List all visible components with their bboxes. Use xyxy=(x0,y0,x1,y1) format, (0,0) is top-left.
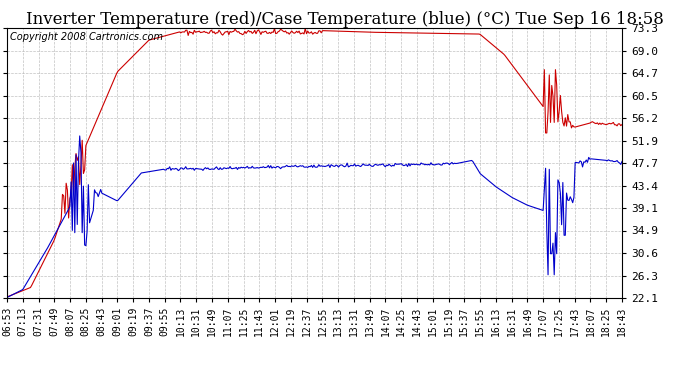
Text: Copyright 2008 Cartronics.com: Copyright 2008 Cartronics.com xyxy=(10,32,163,42)
Text: Inverter Temperature (red)/Case Temperature (blue) (°C) Tue Sep 16 18:58: Inverter Temperature (red)/Case Temperat… xyxy=(26,11,664,28)
